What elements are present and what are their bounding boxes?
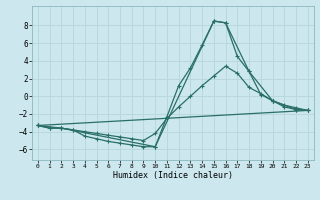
X-axis label: Humidex (Indice chaleur): Humidex (Indice chaleur)	[113, 171, 233, 180]
